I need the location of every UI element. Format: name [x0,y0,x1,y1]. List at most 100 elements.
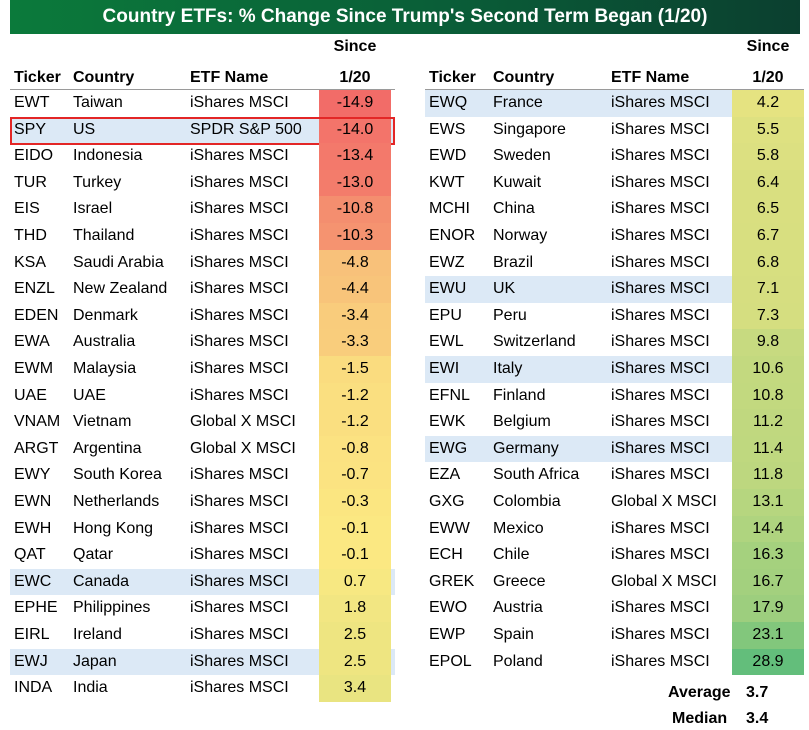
country-cell: Chile [493,546,530,564]
ticker-cell: EWL [429,333,464,351]
value-cell: 10.6 [732,356,804,383]
ticker-cell: EWC [14,572,52,590]
header-since-line1: Since [333,38,377,55]
country-cell: Argentina [73,439,142,457]
value-cell: -10.3 [319,223,391,250]
value-cell: 2.5 [319,622,391,649]
etf-name-cell: iShares MSCI [611,466,710,484]
ticker-cell: EWI [429,360,460,377]
ticker-cell: EIS [14,200,40,218]
value-cell: -0.1 [319,542,391,569]
ticker-cell: INDA [14,679,53,697]
ticker-cell: EWG [429,439,468,457]
ticker-cell: KSA [14,253,47,271]
etf-name-cell: Global X MSCI [190,439,296,457]
etf-name-cell: iShares MSCI [190,519,289,537]
etf-name-cell: iShares MSCI [190,679,289,697]
etf-name-cell: iShares MSCI [190,572,289,590]
country-cell: Finland [493,386,546,404]
value-cell: 7.3 [732,302,804,330]
country-cell: Australia [73,333,136,351]
country-cell: Taiwan [73,94,123,111]
table-row: VNAM Vietnam Global X MSCI -1.2 [10,409,395,436]
table-row: EPOL Poland iShares MSCI 28.9 [425,648,804,676]
ticker-cell: ECH [429,546,463,564]
table-row: EWT Taiwan iShares MSCI -14.9 [10,90,395,117]
etf-name-cell: iShares MSCI [190,466,289,484]
ticker-cell: EPU [429,306,462,324]
ticker-cell: EWY [14,466,51,484]
ticker-cell: EWK [429,413,466,431]
table-row: QAT Qatar iShares MSCI -0.1 [10,542,395,569]
etf-name-cell: iShares MSCI [190,386,289,404]
country-cell: Mexico [493,519,544,537]
table-row: EIRL Ireland iShares MSCI 2.5 [10,622,395,649]
ticker-cell: ARGT [14,439,59,457]
ticker-cell: EWS [429,120,466,138]
etf-name-cell: iShares MSCI [190,546,289,564]
table-row: EDEN Denmark iShares MSCI -3.4 [10,302,395,330]
country-cell: Canada [73,572,130,590]
value-cell: 23.1 [732,622,804,649]
ticker-cell: ENZL [14,280,55,298]
ticker-cell: SPY [14,120,47,138]
value-cell: -14.9 [319,90,391,117]
country-cell: Germany [493,439,559,457]
value-cell: -3.3 [319,329,391,356]
ticker-cell: EPHE [14,599,58,617]
etf-name-cell: iShares MSCI [611,173,710,191]
chart-title: Country ETFs: % Change Since Trump's Sec… [10,0,800,34]
etf-name-cell: SPDR S&P 500 [190,120,302,138]
table-row: GXG Colombia Global X MSCI 13.1 [425,489,804,516]
country-cell: Israel [73,200,113,218]
country-cell: Philippines [73,599,151,617]
value-cell: 13.1 [732,489,804,516]
table-row: EWG Germany iShares MSCI 11.4 [425,435,804,463]
country-cell: Spain [493,626,534,643]
country-cell: Saudi Arabia [73,253,164,271]
country-cell: Norway [493,227,548,244]
value-cell: -0.7 [319,462,391,489]
etf-name-cell: iShares MSCI [190,253,289,271]
table-row: EWL Switzerland iShares MSCI 9.8 [425,329,804,356]
value-cell: -1.2 [319,409,391,436]
ticker-cell: EWP [429,626,466,643]
value-cell: -0.8 [319,435,391,463]
table-row: ECH Chile iShares MSCI 16.3 [425,542,804,569]
etf-name-cell: iShares MSCI [611,120,710,138]
value-cell: 17.9 [732,595,804,622]
country-cell: Peru [493,306,527,324]
ticker-cell: EFNL [429,386,470,404]
table-row: INDA India iShares MSCI 3.4 [10,675,395,702]
ticker-cell: EWD [429,147,467,165]
header-country: Country [73,69,135,86]
median-label: Median [672,710,728,727]
value-cell: 14.4 [732,515,804,543]
etf-name-cell: iShares MSCI [190,306,289,324]
highlight-box [10,116,395,146]
value-cell: -3.4 [319,302,391,330]
etf-name-cell: iShares MSCI [611,227,710,244]
country-cell: New Zealand [73,280,168,298]
value-cell: 6.8 [732,249,804,277]
header-since-right: Since [732,38,804,56]
country-cell: Singapore [493,120,566,138]
table-row: EWQ France iShares MSCI 4.2 [425,90,804,117]
value-cell: -13.0 [319,169,391,197]
country-cell: Netherlands [73,493,160,510]
header-underline-right [425,89,804,90]
header-row-left: Ticker Country ETF Name 1/20 [10,64,395,92]
value-cell: 6.7 [732,223,804,250]
header-since-line2: 1/20 [339,69,371,86]
etf-name-cell: iShares MSCI [190,200,289,218]
value-cell: 16.7 [732,568,804,596]
ticker-cell: EPOL [429,652,472,670]
ticker-cell: GREK [429,572,475,590]
header-row-right: Ticker Country ETF Name 1/20 [425,64,804,92]
value-cell: 5.5 [732,116,804,144]
table-row: EWZ Brazil iShares MSCI 6.8 [425,249,804,277]
country-cell: Brazil [493,253,534,271]
header-underline-left [10,89,395,90]
value-cell: -10.8 [319,196,391,223]
value-cell: -4.8 [319,249,391,277]
